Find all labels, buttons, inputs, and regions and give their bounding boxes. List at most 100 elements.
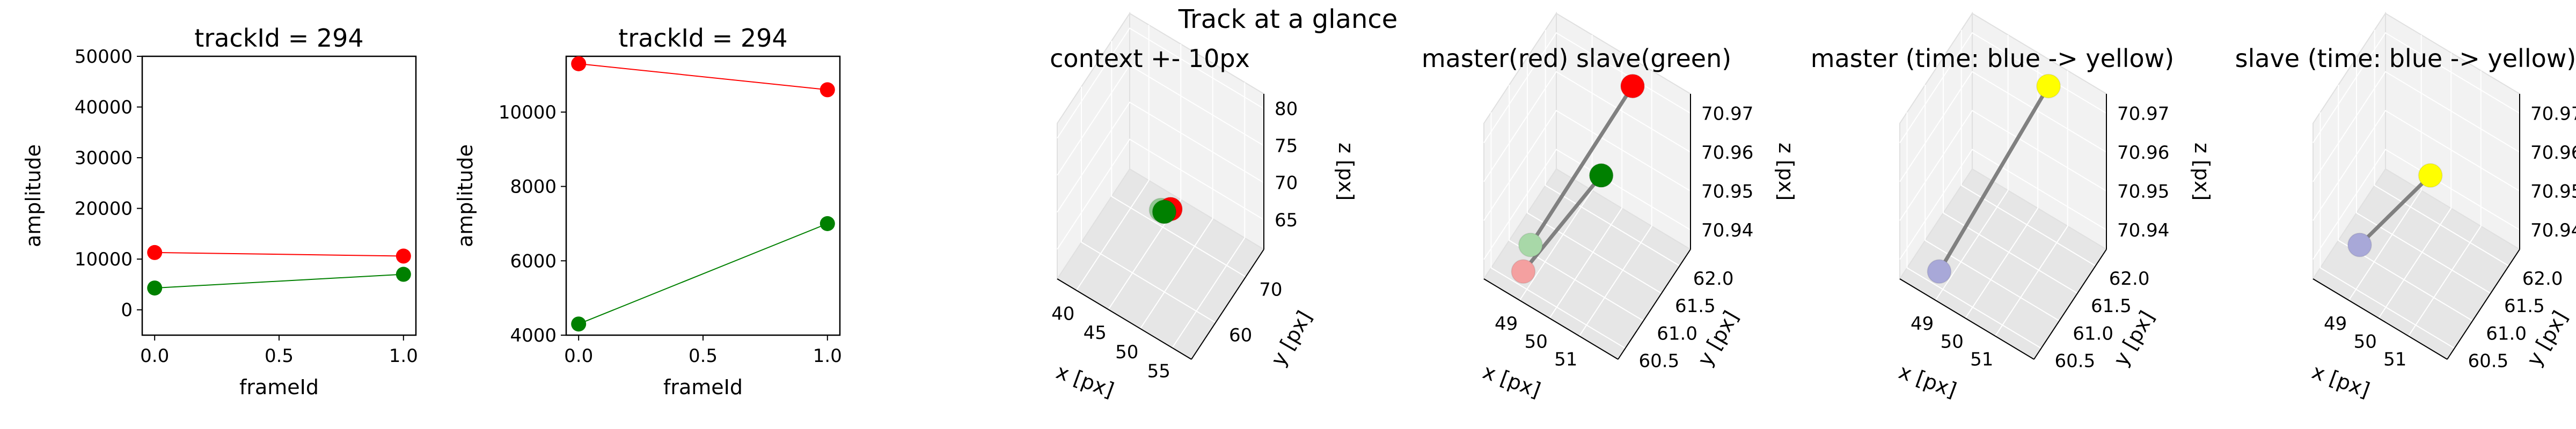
chart-title: context +- 10px [1050,44,1250,73]
x-axis-line [1057,278,1192,360]
data-point [2347,232,2372,257]
x-gridline [2348,35,2422,301]
data-point [1589,163,1614,188]
z-tick-label: 75 [1275,136,1298,157]
y-gridline [2356,57,2491,294]
y-gridline [1924,85,2060,322]
x-tick-label: 51 [2383,349,2406,371]
z-gridline [2312,32,2520,143]
y-tick-label: 61.5 [2091,295,2132,317]
data-point [1927,259,1952,284]
chart-title: slave (time: blue -> yellow) [2235,44,2576,73]
series-line-2 [155,273,404,289]
z-gridline [1057,101,1264,213]
x-axis-line [1899,278,2035,360]
z-tick-label: 80 [1275,99,1298,120]
data-point [1152,199,1177,225]
y-axis-line [2447,249,2520,360]
x-tick-label: 50 [1525,331,1548,352]
z-tick-label: 70.95 [1701,181,1753,202]
line-chart-2: trackId = 294 frameId amplitude 0.0 0.5 1.0 40… [453,24,842,399]
z-gridline [2312,109,2520,221]
x-axis-line [1483,278,1619,360]
z-tick-label: 70.97 [2117,103,2169,124]
z-gridline [1899,32,2107,143]
series-1-point [571,56,587,71]
z-gridline [1483,71,1691,182]
z-gridline [1899,149,2107,260]
x-gridline [1519,35,1593,301]
data-point [2036,73,2061,99]
x-tick-label: 50 [2354,331,2377,352]
x-tick-label: 49 [1911,313,1934,335]
z-gridline [1057,27,1264,139]
x-tick-label: 0.0 [564,345,593,367]
chart-title: trackId = 294 [194,24,363,53]
x-tick-label: 49 [1495,313,1518,335]
z-gridline [2312,71,2520,182]
y-tick-label: 61.5 [1675,295,1716,317]
y-gridline [1943,57,2078,294]
y-tick-label: 6000 [510,250,557,272]
x-tick-label: 51 [1554,349,1577,371]
z-gridline [1899,71,2107,182]
y-tick-label: 10000 [75,249,133,270]
chart-title: master (time: blue -> yellow) [1811,44,2174,73]
series-line-1 [579,63,828,91]
z-gridline [1483,149,1691,260]
x-tick-label: 50 [1941,331,1964,352]
x-axis-label: frameId [663,375,743,399]
series-1-point [819,82,835,98]
x-tick-label: 1.0 [389,345,418,367]
trajectory-segment [1937,85,2051,273]
y-tick-label: 61.0 [2073,323,2113,344]
y-axis-line [1191,249,1264,360]
x-tick-label: 49 [2324,313,2347,335]
series-1-point [396,248,411,264]
y-tick-label: 61.0 [2486,323,2527,344]
y-gridline [1960,29,2096,267]
y-tick-label: 62.0 [1693,268,1734,290]
series-1-point [147,245,163,260]
scatter3d-chart-2: 49 50 51 60.5 61.0 61.5 62.0 70.94 70.95 70.96 70.… [1422,11,1798,402]
x-tick-label: 50 [1115,342,1138,363]
x-tick-label: 55 [1147,361,1170,382]
chart-title: trackId = 294 [618,24,787,53]
z-axis-label: z [px] [1774,143,1798,201]
y-tick-label: 62.0 [2522,268,2563,290]
x-gridline [1994,70,2068,337]
series-2-point [571,316,587,332]
y-gridline [1509,85,1644,322]
y-tick-label: 62.0 [2109,268,2150,290]
x-gridline [2407,70,2482,337]
y-axis-label: amplitude [21,144,45,247]
data-point [1511,259,1536,284]
y-tick-label: 60.5 [2468,351,2509,372]
z-axis-label: z [px] [2190,143,2214,201]
x-tick-label: 40 [1051,303,1074,324]
y-tick-label: 60 [1229,325,1252,346]
z-gridline [1057,138,1264,250]
y-gridline [2338,85,2473,322]
plot-frame [141,55,417,336]
data-point [1620,73,1645,99]
y-gridline [1906,112,2042,349]
y-tick-label: 20000 [75,198,133,220]
data-point [2418,163,2443,188]
y-axis-label: amplitude [453,144,477,247]
trajectory-segment [1521,174,1603,273]
y-tick-label: 0 [121,300,133,321]
y-tick-label: 4000 [510,325,557,346]
series-line-2 [578,223,828,325]
x-axis-label: x [px] [2309,360,2373,402]
y-tick-label: 40000 [75,97,133,119]
z-tick-label: 70.95 [2530,181,2576,202]
y-tick-label: 50000 [75,46,133,68]
z-gridline [1057,64,1264,176]
scatter3d-chart-1: 40 45 50 55 60 70 65 70 75 80 x [px] y [px] z [px] co… [1050,11,1358,402]
y-tick-label: 70 [1259,279,1282,300]
plot-frame [565,55,841,336]
z-tick-label: 70.96 [2530,142,2576,164]
z-tick-label: 70.97 [2530,103,2576,124]
